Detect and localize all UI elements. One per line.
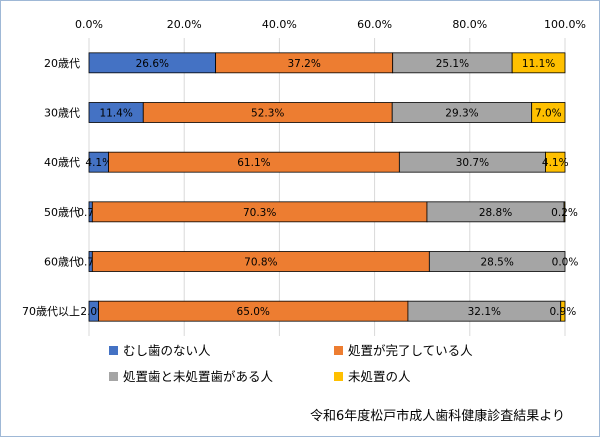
bar-segment (428, 251, 566, 272)
data-label: 28.5% (480, 257, 513, 269)
x-tick-label: 20.0% (167, 18, 202, 31)
data-label: 7.0% (535, 108, 562, 120)
data-label: 25.1% (436, 58, 469, 70)
data-label: 0.2% (551, 207, 578, 219)
category-label: 20歳代 (44, 57, 80, 70)
data-label: 11.1% (522, 58, 555, 70)
data-label: 4.1% (542, 157, 569, 169)
bar-segment (545, 151, 566, 173)
legend-swatch (109, 346, 118, 355)
gridlines (88, 38, 566, 336)
category-label: 40歳代 (44, 156, 80, 169)
data-label: 11.4% (99, 108, 132, 120)
bar-segment (531, 102, 566, 123)
legend-swatch (334, 346, 343, 355)
data-label: 29.3% (445, 108, 478, 120)
category-labels: 20歳代 30歳代 40歳代 50歳代 60歳代 70歳代以上 (22, 57, 80, 318)
legend-swatch (334, 372, 343, 381)
data-label: 30.7% (456, 157, 489, 169)
source-note: 令和6年度松戸市成人歯科健康診査結果より (310, 408, 565, 424)
x-axis-ticks: 0.0% 20.0% 40.0% 60.0% 80.0% 100.0% (75, 18, 586, 31)
bar-segment (560, 300, 566, 322)
bar-segment (511, 52, 566, 74)
category-label: 50歳代 (44, 206, 80, 219)
data-label: 0.0% (552, 257, 579, 269)
data-label: 28.8% (479, 207, 512, 219)
legend-label: むし歯のない人 (123, 343, 211, 358)
data-label: 26.6% (136, 58, 169, 70)
data-label: 52.3% (251, 108, 284, 120)
data-label: 70.3% (243, 207, 276, 219)
legend-label: 処置が完了している人 (348, 343, 473, 358)
data-label: 70.8% (244, 257, 277, 269)
data-label: 65.0% (237, 306, 270, 318)
legend-swatch (109, 372, 118, 381)
category-label: 70歳代以上 (22, 305, 80, 318)
data-label: 37.2% (287, 58, 320, 70)
x-tick-label: 40.0% (262, 18, 297, 31)
data-label: 32.1% (468, 306, 501, 318)
data-label: 4.1% (85, 157, 112, 169)
data-label: 0.9% (550, 306, 577, 318)
category-label: 30歳代 (44, 107, 80, 120)
bar-segment (563, 201, 566, 223)
legend-label: 処置歯と未処置歯がある人 (123, 369, 274, 384)
x-tick-label: 0.0% (75, 18, 103, 31)
x-tick-label: 100.0% (544, 18, 586, 31)
x-tick-label: 80.0% (452, 18, 487, 31)
category-label: 60歳代 (44, 256, 80, 269)
legend-label: 未処置の人 (348, 369, 411, 384)
bars: 26.6% 37.2% 25.1% 11.1% 11.4% 52.3% 29.3% 7.0% 4… (77, 52, 579, 322)
data-label: 61.1% (237, 157, 270, 169)
x-tick-label: 60.0% (357, 18, 392, 31)
